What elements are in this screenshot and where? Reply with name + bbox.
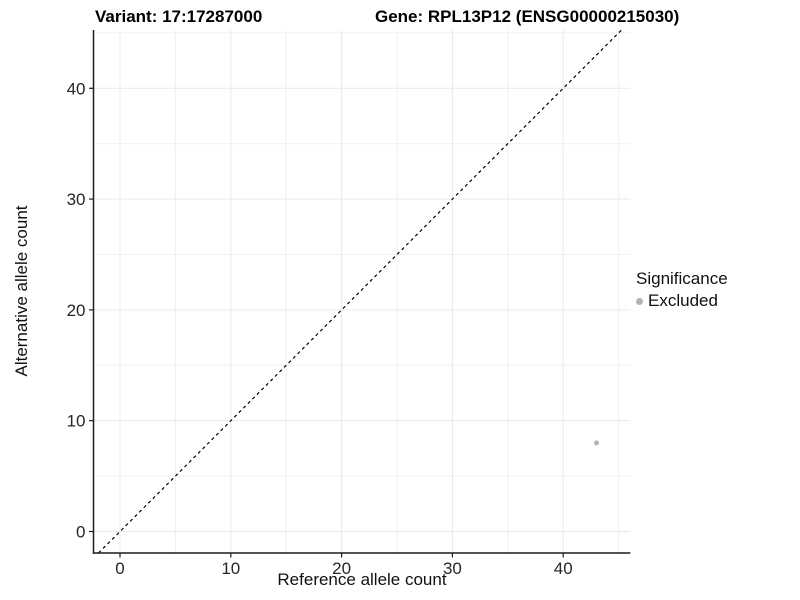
legend-item-label: Excluded	[648, 291, 718, 310]
y-tick-label: 10	[67, 412, 86, 431]
variant-title: Variant: 17:17287000	[95, 7, 263, 26]
y-tick-label: 30	[67, 190, 86, 209]
identity-dashed-line	[98, 29, 622, 554]
legend: Significance Excluded	[636, 269, 728, 311]
x-tick-label: 30	[443, 559, 462, 578]
legend-point-icon	[636, 297, 643, 305]
y-axis-title: Alternative allele count	[12, 205, 31, 377]
y-tick-label: 20	[67, 301, 86, 320]
data-point	[593, 440, 599, 446]
x-axis-title: Reference allele count	[277, 570, 447, 589]
x-tick-label: 0	[115, 559, 124, 578]
x-tick-label: 10	[221, 559, 240, 578]
gene-title: Gene: RPL13P12 (ENSG00000215030)	[375, 7, 680, 26]
y-tick-label: 0	[76, 523, 85, 542]
legend-item-excluded: Excluded	[636, 291, 728, 311]
x-tick-label: 40	[554, 559, 573, 578]
y-tick-label: 40	[67, 79, 86, 98]
legend-title: Significance	[636, 269, 728, 288]
x-tick-label: 20	[332, 559, 351, 578]
